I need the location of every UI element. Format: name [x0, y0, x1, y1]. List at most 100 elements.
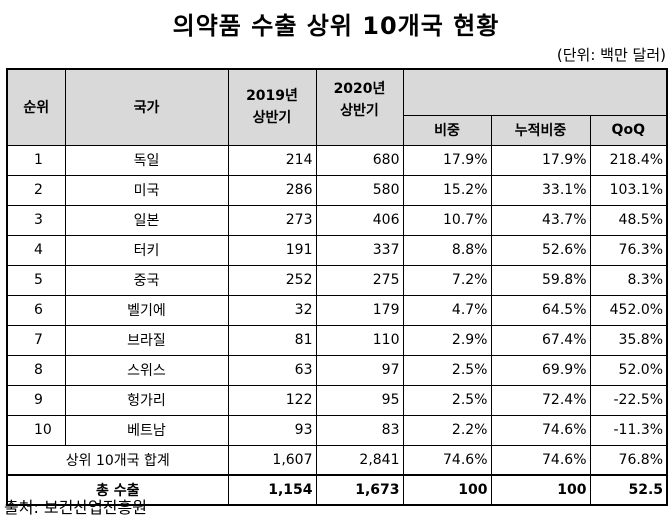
total-label: 총 수출: [6, 474, 229, 506]
value-2019-cell: 122: [227, 384, 317, 416]
table-row: 9 헝가리 122 95 2.5% 72.4% -22.5%: [6, 384, 668, 416]
total-share-cell: 100: [402, 474, 492, 506]
country-cell: 브라질: [64, 324, 229, 356]
rank-cell: 7: [6, 324, 66, 356]
subtotal-cum-share-cell: 74.6%: [490, 444, 591, 476]
share-cell: 4.7%: [402, 294, 492, 326]
share-cell: 8.8%: [402, 234, 492, 266]
value-2020-cell: 83: [315, 414, 404, 446]
table-row: 6 벨기에 32 179 4.7% 64.5% 452.0%: [6, 294, 668, 326]
subtotal-row: 상위 10개국 합계 1,607 2,841 74.6% 74.6% 76.8%: [6, 444, 668, 476]
header-spacer: [402, 68, 668, 116]
rank-cell: 4: [6, 234, 66, 266]
subtotal-share-cell: 74.6%: [402, 444, 492, 476]
country-cell: 터키: [64, 234, 229, 266]
value-2020-cell: 406: [315, 204, 404, 236]
total-y2019-cell: 1,154: [227, 474, 317, 506]
total-cum-share-cell: 100: [490, 474, 591, 506]
country-cell: 베트남: [64, 414, 229, 446]
rank-cell: 1: [6, 144, 66, 176]
cum-share-cell: 43.7%: [490, 204, 591, 236]
qoq-cell: 76.3%: [589, 234, 668, 266]
header-qoq: QoQ: [589, 114, 668, 146]
table-row: 2 미국 286 580 15.2% 33.1% 103.1%: [6, 174, 668, 206]
rank-cell: 5: [6, 264, 66, 296]
header-2019: 2019년 상반기: [227, 68, 317, 146]
header-rank: 순위: [6, 68, 66, 146]
country-cell: 스위스: [64, 354, 229, 386]
page-title: 의약품 수출 상위 10개국 현황: [172, 12, 500, 40]
table-row: 8 스위스 63 97 2.5% 69.9% 52.0%: [6, 354, 668, 386]
qoq-cell: 218.4%: [589, 144, 668, 176]
header-country: 국가: [64, 68, 229, 146]
country-cell: 독일: [64, 144, 229, 176]
table-row: 5 중국 252 275 7.2% 59.8% 8.3%: [6, 264, 668, 296]
value-2020-cell: 275: [315, 264, 404, 296]
cum-share-cell: 59.8%: [490, 264, 591, 296]
value-2020-cell: 95: [315, 384, 404, 416]
value-2020-cell: 179: [315, 294, 404, 326]
share-cell: 2.5%: [402, 384, 492, 416]
value-2020-cell: 337: [315, 234, 404, 266]
country-cell: 벨기에: [64, 294, 229, 326]
cum-share-cell: 64.5%: [490, 294, 591, 326]
share-cell: 17.9%: [402, 144, 492, 176]
value-2019-cell: 63: [227, 354, 317, 386]
qoq-cell: 35.8%: [589, 324, 668, 356]
country-cell: 미국: [64, 174, 229, 206]
rank-cell: 2: [6, 174, 66, 206]
cum-share-cell: 69.9%: [490, 354, 591, 386]
value-2020-cell: 97: [315, 354, 404, 386]
cum-share-cell: 72.4%: [490, 384, 591, 416]
value-2019-cell: 191: [227, 234, 317, 266]
share-cell: 2.9%: [402, 324, 492, 356]
value-2020-cell: 110: [315, 324, 404, 356]
country-cell: 중국: [64, 264, 229, 296]
share-cell: 2.2%: [402, 414, 492, 446]
subtotal-y2020-cell: 2,841: [315, 444, 404, 476]
value-2019-cell: 286: [227, 174, 317, 206]
table-row: 7 브라질 81 110 2.9% 67.4% 35.8%: [6, 324, 668, 356]
share-cell: 10.7%: [402, 204, 492, 236]
header-share: 비중: [402, 114, 492, 146]
rank-cell: 9: [6, 384, 66, 416]
value-2019-cell: 214: [227, 144, 317, 176]
value-2019-cell: 252: [227, 264, 317, 296]
table-row: 10 베트남 93 83 2.2% 74.6% -11.3%: [6, 414, 668, 446]
subtotal-qoq-cell: 76.8%: [589, 444, 668, 476]
cum-share-cell: 17.9%: [490, 144, 591, 176]
share-cell: 2.5%: [402, 354, 492, 386]
cum-share-cell: 33.1%: [490, 174, 591, 206]
qoq-cell: 452.0%: [589, 294, 668, 326]
qoq-cell: 8.3%: [589, 264, 668, 296]
cum-share-cell: 67.4%: [490, 324, 591, 356]
table-row: 3 일본 273 406 10.7% 43.7% 48.5%: [6, 204, 668, 236]
header-2020: 2020년 상반기: [315, 68, 404, 146]
subtotal-y2019-cell: 1,607: [227, 444, 317, 476]
cum-share-cell: 52.6%: [490, 234, 591, 266]
total-qoq-cell: 52.5: [589, 474, 668, 506]
unit-note: (단위: 백만 달러): [556, 46, 666, 64]
table-row: 4 터키 191 337 8.8% 52.6% 76.3%: [6, 234, 668, 266]
qoq-cell: 103.1%: [589, 174, 668, 206]
rank-cell: 10: [6, 414, 66, 446]
header-cum-share: 누적비중: [490, 114, 591, 146]
share-cell: 15.2%: [402, 174, 492, 206]
value-2019-cell: 93: [227, 414, 317, 446]
total-y2020-cell: 1,673: [315, 474, 404, 506]
rank-cell: 3: [6, 204, 66, 236]
country-cell: 헝가리: [64, 384, 229, 416]
rank-cell: 6: [6, 294, 66, 326]
value-2019-cell: 81: [227, 324, 317, 356]
country-cell: 일본: [64, 204, 229, 236]
cum-share-cell: 74.6%: [490, 414, 591, 446]
qoq-cell: 52.0%: [589, 354, 668, 386]
rank-cell: 8: [6, 354, 66, 386]
value-2020-cell: 680: [315, 144, 404, 176]
value-2019-cell: 32: [227, 294, 317, 326]
subtotal-label: 상위 10개국 합계: [6, 444, 229, 476]
value-2019-cell: 273: [227, 204, 317, 236]
total-row: 총 수출 1,154 1,673 100 100 52.5: [6, 474, 668, 506]
qoq-cell: -11.3%: [589, 414, 668, 446]
